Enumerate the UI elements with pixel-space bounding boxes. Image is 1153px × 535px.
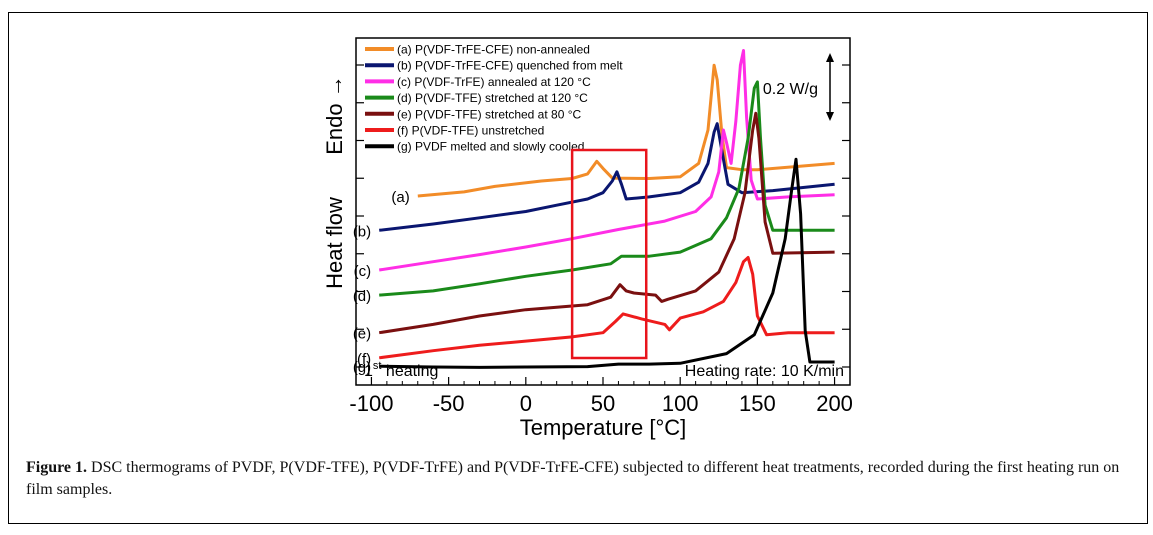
curve-label-e: (e)	[353, 326, 371, 343]
legend-entry: (c) P(VDF-TrFE) annealed at 120 °C	[397, 75, 591, 89]
series-line-e	[378, 111, 835, 335]
x-tick-label: -50	[433, 391, 465, 416]
series-line-b	[379, 122, 835, 232]
curve-label-c: (c)	[354, 263, 372, 280]
endo-arrow-label: Endo →	[322, 75, 347, 155]
heating-run-text: heating	[381, 363, 438, 380]
curve-label-g: (g)	[353, 359, 371, 376]
series-line-a	[417, 63, 835, 198]
legend-entry: (d) P(VDF-TFE) stretched at 120 °C	[397, 91, 588, 105]
x-tick-label: 0	[520, 391, 532, 416]
series-line-f	[379, 256, 835, 360]
legend-entry: (b) P(VDF-TrFE-CFE) quenched from melt	[397, 59, 623, 73]
scale-bar-arrow-down-icon	[826, 112, 834, 121]
heating-run-suffix: st	[373, 360, 382, 372]
x-tick-label: 200	[816, 391, 853, 416]
caption-text: DSC thermograms of PVDF, P(VDF-TFE), P(V…	[26, 459, 1120, 498]
legend-entry: (g) PVDF melted and slowly cooled	[397, 140, 584, 154]
highlight-box	[570, 148, 648, 360]
legend-entry: (a) P(VDF-TrFE-CFE) non-annealed	[397, 43, 590, 57]
heating-run-number: 1	[364, 363, 373, 380]
scale-bar-label: 0.2 W/g	[763, 81, 818, 98]
x-tick-label: 50	[591, 391, 615, 416]
x-tick-label: -100	[349, 391, 393, 416]
axes-layer: -100 -50 0 50 100 150 200	[349, 64, 853, 416]
heating-run-annotation: 1st heating	[364, 360, 438, 380]
y-axis-label: Heat flow	[322, 197, 347, 289]
curve-label-f: (f)	[357, 351, 371, 368]
curve-label-d: (d)	[353, 288, 371, 305]
heating-rate-annotation: Heating rate: 10 K/min	[685, 363, 844, 380]
series-line-g	[379, 157, 835, 369]
dsc-chart: (a) (b) (c) (d) (e) (f)(g) (a) P(VDF-TrFE-CFE…	[322, 37, 853, 440]
x-axis-label: Temperature [°C]	[520, 415, 687, 440]
scale-bar-arrow-up-icon	[826, 53, 834, 62]
curves-layer: (a) (b) (c) (d) (e) (f)(g)	[353, 49, 835, 376]
x-tick-label: 100	[662, 391, 699, 416]
caption-label: Figure 1.	[26, 459, 88, 476]
figure-caption: Figure 1. DSC thermograms of PVDF, P(VDF…	[26, 457, 1126, 501]
scale-bar: 0.2 W/g	[763, 53, 834, 121]
curve-label-a: (a)	[391, 189, 409, 206]
legend-entry: (e) P(VDF-TFE) stretched at 80 °C	[397, 107, 582, 121]
curve-label-b: (b)	[353, 223, 371, 240]
legend: (a) P(VDF-TrFE-CFE) non-annealed (b) P(VD…	[365, 43, 623, 154]
x-tick-label: 150	[739, 391, 776, 416]
series-line-d	[379, 80, 835, 297]
legend-entry: (f) P(VDF-TFE) unstretched	[397, 124, 544, 138]
